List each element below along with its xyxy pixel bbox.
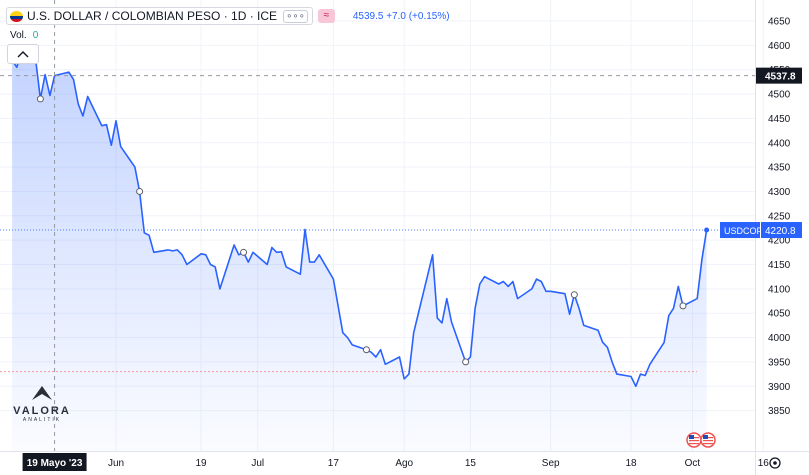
valora-logo: VALORA ANALITIK bbox=[10, 386, 74, 423]
chart-legend-header: U.S. DOLLAR / COLOMBIAN PESO · 1D · ICE … bbox=[6, 7, 450, 25]
event-marker bbox=[36, 95, 44, 103]
last-price-tag bbox=[761, 222, 802, 239]
event-marker bbox=[570, 291, 578, 299]
event-marker bbox=[240, 248, 248, 256]
symbol-tag bbox=[720, 222, 760, 239]
x-tick-label: Sep bbox=[542, 458, 560, 469]
volume-value: 0 bbox=[32, 30, 39, 41]
y-tick-label: 4600 bbox=[768, 41, 791, 52]
y-tick-label: 4300 bbox=[768, 187, 791, 198]
event-marker bbox=[679, 302, 687, 310]
x-tick-label: Jun bbox=[108, 458, 124, 469]
quote-values: 4539.5 +7.0 (+0.15%) bbox=[352, 10, 450, 22]
compare-badge-icon[interactable]: ≈ bbox=[317, 9, 335, 23]
y-tick-label: 3850 bbox=[768, 406, 791, 417]
x-tick-label: 19 bbox=[195, 458, 207, 469]
volume-label: Vol. bbox=[10, 30, 27, 41]
time-axis[interactable]: Jun 19 Jul 17 Ago 15 Sep 18 Oct 16 19 Mayo '23 bbox=[0, 432, 809, 471]
volume-legend: Vol. 0 bbox=[10, 30, 38, 41]
x-tick-label: Ago bbox=[395, 458, 413, 469]
y-tick-label: 4150 bbox=[768, 260, 791, 271]
crosshair-date-tag bbox=[22, 453, 87, 471]
crosshair-date-label: 19 Mayo '23 bbox=[27, 458, 83, 469]
valora-logo-icon bbox=[32, 386, 52, 400]
collapse-legend-button[interactable] bbox=[7, 44, 39, 64]
us-flag-event-icon bbox=[700, 432, 716, 448]
event-marker bbox=[136, 187, 144, 195]
event-marker bbox=[362, 346, 370, 354]
symbol-tag-label: USDCOP bbox=[724, 226, 763, 236]
more-options-icon[interactable]: ∘∘∘ bbox=[283, 9, 308, 23]
y-tick-label: 4200 bbox=[768, 236, 791, 247]
x-tick-label: 17 bbox=[328, 458, 340, 469]
x-tick-label: Jul bbox=[251, 458, 264, 469]
y-tick-label: 4250 bbox=[768, 211, 791, 222]
y-tick-label: 4050 bbox=[768, 309, 791, 320]
symbol-title[interactable]: U.S. DOLLAR / COLOMBIAN PESO · 1D · ICE bbox=[27, 9, 278, 23]
last-point-marker bbox=[704, 227, 710, 233]
plot-area[interactable] bbox=[0, 0, 755, 451]
us-flag-event-icon bbox=[686, 432, 702, 448]
y-tick-label: 3950 bbox=[768, 357, 791, 368]
logo-name: VALORA bbox=[13, 405, 71, 417]
gear-icon[interactable] bbox=[769, 457, 781, 469]
series-line bbox=[11, 49, 708, 388]
y-tick-label: 4400 bbox=[768, 138, 791, 149]
x-tick-label: Oct bbox=[685, 458, 701, 469]
x-tick-label: 16 bbox=[758, 458, 770, 469]
last-price-label: 4220.8 bbox=[765, 226, 796, 237]
series-area bbox=[12, 50, 707, 451]
y-tick-label: 4000 bbox=[768, 333, 791, 344]
event-marker bbox=[462, 358, 470, 366]
y-tick-label: 4100 bbox=[768, 284, 791, 295]
logo-subtitle: ANALITIK bbox=[22, 417, 62, 423]
y-tick-label: 4500 bbox=[768, 90, 791, 101]
crosshair-price-label: 4537.8 bbox=[765, 72, 796, 83]
y-tick-label: 4450 bbox=[768, 114, 791, 125]
crosshair-price-tag bbox=[756, 67, 802, 84]
symbol-selector[interactable]: U.S. DOLLAR / COLOMBIAN PESO · 1D · ICE … bbox=[6, 7, 313, 25]
chevron-up-icon bbox=[17, 51, 29, 58]
x-tick-label: 18 bbox=[625, 458, 637, 469]
colombia-flag-icon bbox=[10, 10, 23, 22]
y-tick-label: 4350 bbox=[768, 163, 791, 174]
price-axis[interactable]: 3850 3900 3950 4000 4050 4100 4150 4200 4250 4300… bbox=[720, 0, 802, 475]
y-tick-label: 4650 bbox=[768, 17, 791, 28]
x-tick-label: 15 bbox=[465, 458, 477, 469]
y-tick-label: 3900 bbox=[768, 382, 791, 393]
